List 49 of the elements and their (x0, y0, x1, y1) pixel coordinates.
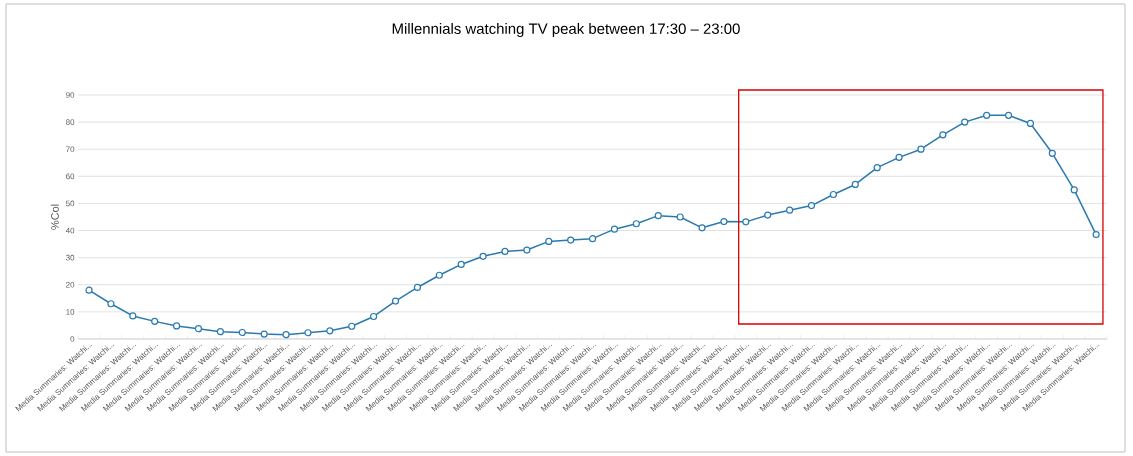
point (172, 322, 181, 330)
point (632, 220, 640, 228)
point (85, 286, 93, 294)
chart-title: Millennials watching TV peak between 17:30 – 23:00 (392, 23, 740, 37)
point (479, 252, 487, 260)
point (588, 235, 597, 243)
point (983, 111, 991, 119)
point (435, 271, 443, 279)
point (851, 180, 859, 189)
point (1026, 119, 1035, 128)
point (1070, 186, 1078, 194)
point (873, 164, 881, 172)
point (194, 325, 203, 333)
point (961, 118, 969, 126)
point (807, 202, 816, 210)
point (676, 213, 684, 221)
point (370, 312, 378, 321)
point (523, 246, 531, 254)
point (260, 330, 268, 338)
point (348, 322, 356, 330)
point (107, 300, 115, 308)
point (764, 211, 772, 219)
point (654, 212, 662, 220)
y-axis-title: %Col (50, 204, 59, 230)
point (610, 225, 619, 233)
point (698, 224, 706, 232)
point (1092, 231, 1100, 239)
point (895, 153, 903, 161)
point (282, 331, 290, 339)
point (545, 237, 553, 245)
point (326, 327, 334, 335)
point (391, 297, 400, 305)
point (501, 247, 509, 256)
point (567, 236, 575, 244)
point (1048, 149, 1056, 157)
point (720, 217, 728, 226)
point (917, 145, 925, 153)
point (238, 328, 246, 337)
point (457, 260, 465, 269)
point (1004, 111, 1013, 119)
point (829, 190, 837, 199)
point (413, 283, 422, 292)
point (304, 329, 312, 337)
point (786, 206, 794, 214)
point (939, 131, 947, 139)
point (129, 312, 137, 320)
point (742, 218, 750, 226)
point (216, 328, 224, 336)
point (151, 317, 159, 325)
